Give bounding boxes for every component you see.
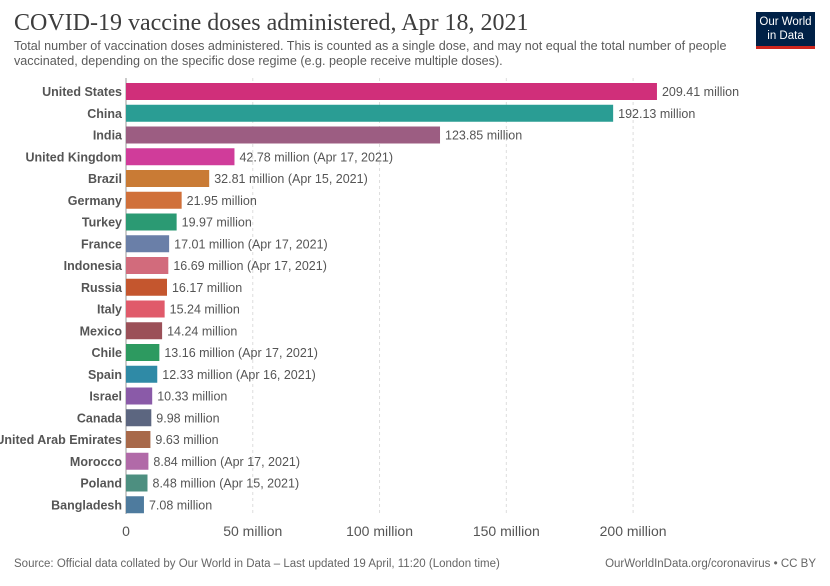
category-label: United Arab Emirates	[0, 433, 122, 447]
bar	[126, 191, 182, 209]
category-label: Spain	[88, 368, 122, 382]
category-label: Germany	[68, 194, 122, 208]
value-label: 14.24 million	[167, 324, 237, 338]
bar	[126, 235, 170, 253]
category-label: Chile	[91, 346, 122, 360]
value-label: 17.01 million (Apr 17, 2021)	[174, 237, 328, 251]
category-label: Brazil	[88, 172, 122, 186]
value-label: 21.95 million	[187, 194, 257, 208]
bar	[126, 257, 169, 274]
value-label: 12.33 million (Apr 16, 2021)	[162, 368, 316, 382]
value-label: 209.41 million	[662, 85, 739, 99]
category-label: Italy	[97, 303, 122, 317]
bar-chart: 0 50 million 100 million 150 million 200 mil…	[0, 78, 739, 539]
value-label: 8.48 million (Apr 15, 2021)	[153, 477, 300, 491]
value-label: 9.63 million	[155, 433, 218, 447]
x-tick-label: 200 million	[600, 523, 667, 539]
chart-subtitle: Total number of vaccination doses admini…	[14, 39, 727, 68]
value-label: 192.13 million	[618, 107, 695, 121]
category-label: Indonesia	[64, 259, 123, 273]
x-tick-label: 150 million	[473, 523, 540, 539]
value-label: 123.85 million	[445, 129, 522, 143]
bar	[126, 496, 144, 514]
value-label: 16.69 million (Apr 17, 2021)	[173, 259, 327, 273]
category-label: Turkey	[82, 216, 122, 230]
value-label: 16.17 million	[172, 281, 242, 295]
bar	[126, 126, 441, 144]
bar	[126, 278, 167, 296]
x-tick-label: 100 million	[346, 523, 413, 539]
owid-logo[interactable]: Our World in Data	[756, 12, 815, 49]
category-label: Bangladesh	[51, 498, 122, 512]
bar	[126, 409, 152, 427]
category-label: Mexico	[80, 324, 123, 338]
value-label: 9.98 million	[156, 411, 219, 425]
category-label: Morocco	[70, 455, 122, 469]
category-label: China	[87, 107, 123, 121]
value-label: 15.24 million	[170, 303, 240, 317]
logo-line-1: Our World	[759, 16, 812, 28]
logo-line-2: in Data	[767, 30, 804, 42]
x-tick-label: 0	[122, 523, 130, 539]
bar	[126, 300, 165, 318]
category-label: India	[93, 129, 123, 143]
value-label: 32.81 million (Apr 15, 2021)	[214, 172, 368, 186]
bar	[126, 104, 614, 122]
category-label: Poland	[80, 477, 122, 491]
bar	[126, 344, 160, 361]
category-label: Canada	[77, 411, 123, 425]
value-label: 7.08 million	[149, 498, 212, 512]
category-label: United States	[42, 85, 122, 99]
source-note: Source: Official data collated by Our Wo…	[14, 558, 500, 570]
bar	[126, 365, 158, 383]
bar	[126, 170, 210, 187]
bar	[126, 452, 149, 470]
chart-title: COVID-19 vaccine doses administered, Apr…	[14, 10, 529, 36]
value-label: 8.84 million (Apr 17, 2021)	[153, 455, 300, 469]
credit-link[interactable]: OurWorldInData.org/coronavirus • CC BY	[605, 558, 816, 570]
bar	[126, 431, 151, 448]
bar	[126, 474, 148, 492]
bar	[126, 83, 657, 100]
category-label: United Kingdom	[25, 150, 122, 164]
value-label: 10.33 million	[157, 390, 227, 404]
category-label: Russia	[81, 281, 123, 295]
bar	[126, 213, 177, 231]
value-label: 42.78 million (Apr 17, 2021)	[239, 150, 393, 164]
value-label: 19.97 million	[182, 216, 252, 230]
bar	[126, 148, 235, 166]
x-tick-label: 50 million	[223, 523, 282, 539]
bar	[126, 322, 163, 340]
category-label: France	[81, 237, 122, 251]
bar	[126, 387, 153, 405]
value-label: 13.16 million (Apr 17, 2021)	[164, 346, 318, 360]
category-label: Israel	[89, 390, 122, 404]
